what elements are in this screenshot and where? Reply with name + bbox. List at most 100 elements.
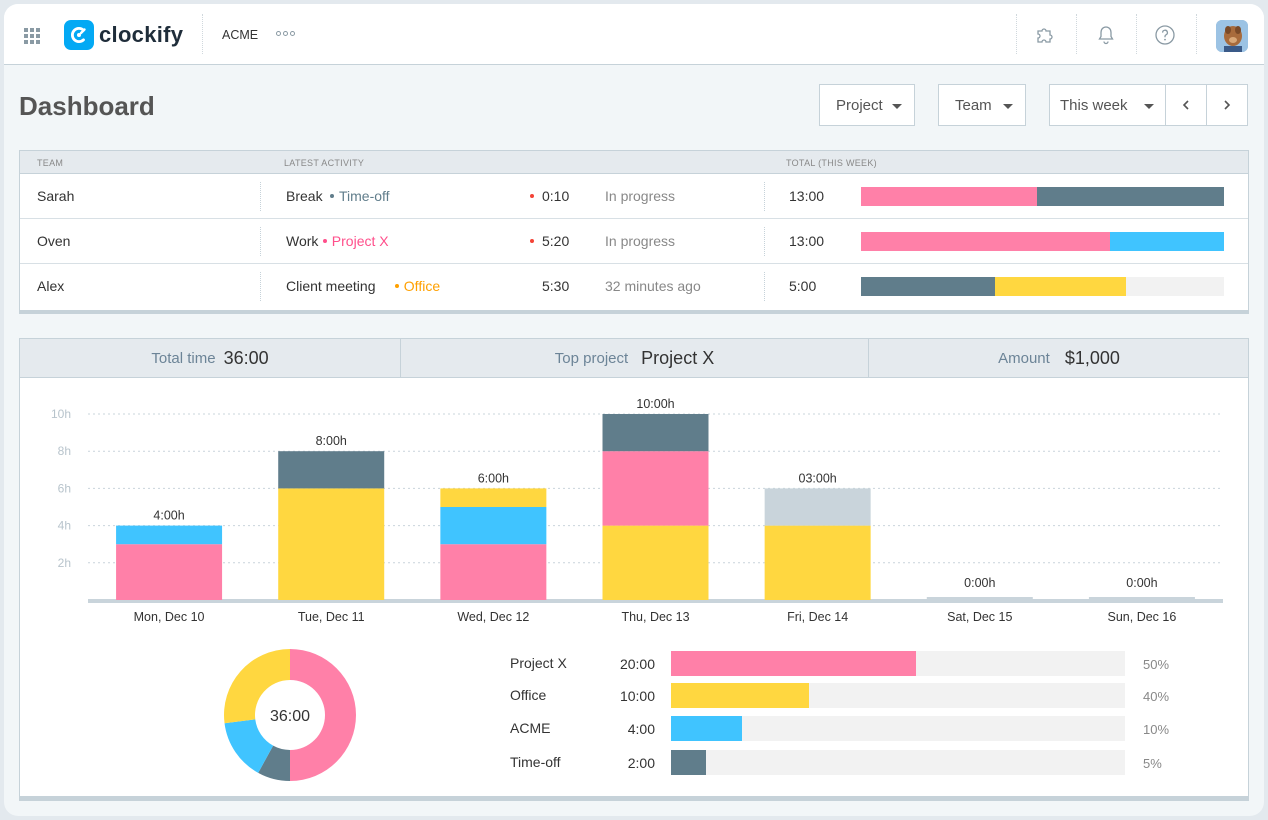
x-tick-label: Mon, Dec 10 xyxy=(134,610,205,624)
help-icon[interactable] xyxy=(1154,24,1176,46)
member-name: Sarah xyxy=(37,188,75,204)
bar-segment[interactable] xyxy=(278,488,385,600)
bar-segment[interactable] xyxy=(764,525,871,600)
puzzle-icon[interactable] xyxy=(1034,24,1056,46)
breakdown-segment xyxy=(861,187,1038,206)
weekly-total: 13:00 xyxy=(789,188,825,204)
table-row[interactable]: Alex Client meeting Office 5:30 32 minutes a… xyxy=(20,264,1248,309)
top-project-value: Project X xyxy=(641,348,715,368)
table-row[interactable]: Sarah Break Time-off 0:10 In progress 13:00 xyxy=(20,174,1248,219)
breakdown-segment xyxy=(1109,232,1224,251)
bar-segment[interactable] xyxy=(602,414,709,452)
bar-segment[interactable] xyxy=(926,597,1033,600)
bar-segment[interactable] xyxy=(440,507,547,545)
project-filter-dropdown[interactable]: Project xyxy=(819,84,915,126)
activity-project[interactable]: Project X xyxy=(322,233,389,249)
bar-segment[interactable] xyxy=(602,451,709,526)
more-icon[interactable] xyxy=(276,31,295,36)
apps-grid-icon[interactable] xyxy=(24,28,40,44)
bar-segment[interactable] xyxy=(440,544,547,600)
project-percent: 10% xyxy=(1143,722,1170,737)
bar-segment[interactable] xyxy=(116,525,223,545)
avatar[interactable] xyxy=(1216,20,1248,52)
bar-segment[interactable] xyxy=(764,488,871,526)
bar-segment[interactable] xyxy=(1088,597,1195,600)
team-filter-label: Team xyxy=(955,96,992,114)
bar-segment[interactable] xyxy=(440,488,547,507)
member-name: Oven xyxy=(37,233,71,249)
y-tick-label: 4h xyxy=(58,519,71,533)
weekly-total: 13:00 xyxy=(789,233,825,249)
top-project-stat: Top project Project X xyxy=(401,339,868,378)
project-name: ACME xyxy=(510,720,551,736)
bar-total-label: 0:00h xyxy=(964,576,995,590)
x-axis xyxy=(88,599,1223,603)
activity-project-name: Project X xyxy=(331,233,389,249)
breakdown-segment xyxy=(995,277,1126,296)
project-progress-bar xyxy=(671,750,1125,775)
weekly-breakdown-bar xyxy=(861,187,1224,206)
x-tick-label: Sat, Dec 15 xyxy=(947,610,1012,624)
divider xyxy=(1196,14,1197,54)
amount-label: Amount xyxy=(998,350,1050,367)
daily-bar-chart: 2h 4h 6h 8h 10h 4:00h Mon, Dec 10 8:00h Tue, Dec… xyxy=(51,397,1223,624)
activity-duration: 5:30 xyxy=(542,278,570,294)
chevron-right-icon xyxy=(1224,100,1231,110)
bar-total-label: 4:00h xyxy=(153,509,184,523)
weekly-breakdown-bar xyxy=(861,277,1224,296)
weekly-total: 5:00 xyxy=(789,278,817,294)
page-title: Dashboard xyxy=(19,91,155,121)
bar-total-label: 8:00h xyxy=(316,434,347,448)
total-time-stat: Total time 36:00 xyxy=(20,339,400,378)
workspace-name[interactable]: ACME xyxy=(222,28,259,42)
activity-project[interactable]: Time-off xyxy=(330,188,390,204)
activity-duration: 0:10 xyxy=(542,188,570,204)
project-name: Project X xyxy=(510,655,567,671)
donut-slice[interactable] xyxy=(290,649,356,781)
team-activity-table: TEAM LATEST ACTIVITY TOTAL (THIS WEEK) S… xyxy=(19,150,1249,314)
project-time: 4:00 xyxy=(627,721,655,737)
bar-segment[interactable] xyxy=(278,451,385,489)
donut-slice[interactable] xyxy=(224,649,290,724)
top-bar: clockify ACME xyxy=(4,4,1264,65)
project-dot-icon xyxy=(394,284,399,289)
app-name: clockify xyxy=(99,22,184,47)
y-tick-label: 2h xyxy=(58,556,71,570)
clockify-logo-icon xyxy=(64,20,94,50)
donut-slice[interactable] xyxy=(258,745,290,781)
team-filter-dropdown[interactable]: Team xyxy=(938,84,1026,126)
column-header-team: TEAM xyxy=(37,158,64,168)
bar-segment[interactable] xyxy=(602,525,709,600)
date-range-dropdown[interactable]: This week xyxy=(1049,84,1167,126)
bar-segment[interactable] xyxy=(116,544,223,600)
next-week-button[interactable] xyxy=(1206,84,1248,126)
x-tick-label: Tue, Dec 11 xyxy=(298,610,365,624)
project-percent: 50% xyxy=(1143,657,1170,672)
bar-total-label: 10:00h xyxy=(636,397,674,411)
breakdown-segment xyxy=(861,277,996,296)
activity-project[interactable]: Office xyxy=(394,278,440,294)
summary-panel: Total time 36:00 Top project Project X A… xyxy=(19,338,1249,801)
project-progress-bar xyxy=(671,683,1125,708)
activity-status: In progress xyxy=(605,188,676,204)
project-dot-icon xyxy=(330,194,334,199)
x-tick-label: Wed, Dec 12 xyxy=(457,610,529,624)
divider xyxy=(202,14,203,54)
bar-total-label: 6:00h xyxy=(478,471,509,485)
divider xyxy=(1136,14,1137,54)
table-row[interactable]: Oven Work Project X 5:20 In progress 13:00 xyxy=(20,219,1248,264)
activity-status: In progress xyxy=(605,233,676,249)
project-progress-bar xyxy=(671,651,1125,676)
running-indicator-icon xyxy=(530,194,534,198)
bar-total-label: 0:00h xyxy=(1126,576,1157,590)
previous-week-button[interactable] xyxy=(1165,84,1207,126)
logo[interactable]: clockify xyxy=(64,20,183,50)
bell-icon[interactable] xyxy=(1095,24,1117,46)
donut-slice[interactable] xyxy=(224,719,274,773)
project-progress-fill xyxy=(671,716,743,741)
total-time-label: Total time xyxy=(151,350,216,367)
project-donut-chart: 36:00 xyxy=(224,649,356,781)
chevron-left-icon xyxy=(1182,100,1189,110)
caret-down-icon xyxy=(1144,104,1154,109)
project-name: Time-off xyxy=(510,754,561,770)
